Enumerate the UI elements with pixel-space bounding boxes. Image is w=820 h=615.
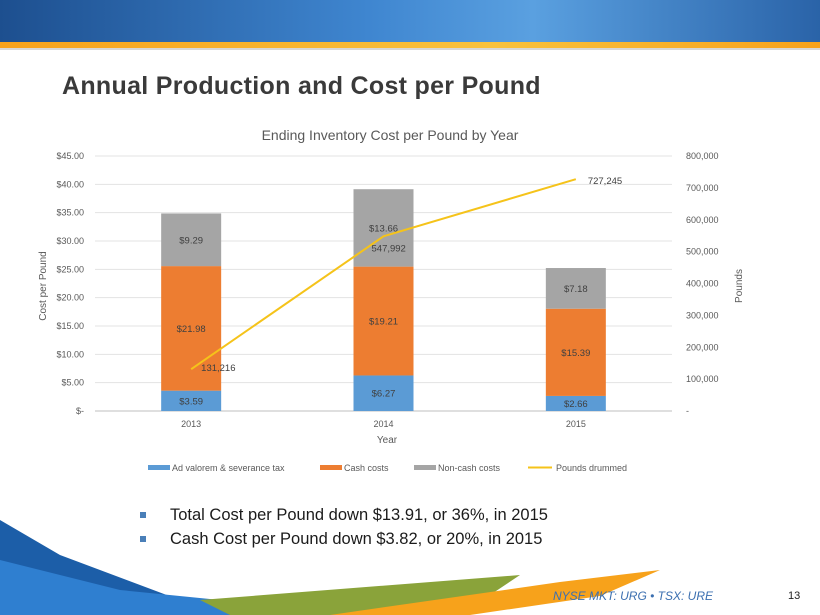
y-tick-label: $40.00 [56, 179, 84, 189]
legend-swatch [320, 465, 342, 470]
y2-tick-label: 200,000 [686, 342, 719, 352]
line-data-label: 727,245 [588, 176, 622, 187]
bar-ad-valorem [353, 375, 414, 411]
bar-ad-valorem [545, 395, 606, 411]
bar-cash-costs [353, 266, 414, 376]
data-label: $7.18 [564, 284, 588, 295]
data-label: $13.66 [369, 223, 398, 234]
bullet-list: Total Cost per Pound down $13.91, or 36%… [138, 503, 548, 551]
y-axis-label: Cost per Pound [38, 251, 49, 321]
footer-wave-lightblue [0, 560, 380, 615]
y2-tick-label: 500,000 [686, 247, 719, 257]
x-axis-label: Year [377, 435, 398, 446]
legend-label: Cash costs [344, 463, 389, 473]
x-tick-label: 2015 [566, 419, 586, 429]
header-band [0, 0, 820, 42]
y2-tick-label: 600,000 [686, 215, 719, 225]
data-label: $21.98 [177, 324, 206, 335]
bar-non-cash-costs [353, 189, 414, 267]
bullet-item: Total Cost per Pound down $13.91, or 36%… [138, 503, 548, 527]
legend-label: Non-cash costs [438, 463, 501, 473]
exchange-ticker: NYSE MKT: URG • TSX: URE [553, 589, 713, 603]
footer-wave-orange [330, 570, 660, 615]
x-tick-label: 2014 [373, 419, 393, 429]
bar-cash-costs [161, 266, 222, 391]
header-stripe [0, 42, 820, 48]
y-tick-label: $10.00 [56, 349, 84, 359]
bar-ad-valorem [161, 390, 222, 411]
bar-non-cash-costs [545, 268, 606, 309]
legend-label: Pounds drummed [556, 463, 627, 473]
y-tick-label: $30.00 [56, 236, 84, 246]
legend-label: Ad valorem & severance tax [172, 463, 285, 473]
y-tick-label: $25.00 [56, 264, 84, 274]
line-data-label: 131,216 [201, 363, 235, 374]
y-tick-label: $20.00 [56, 293, 84, 303]
x-tick-label: 2013 [181, 419, 201, 429]
y2-tick-label: 400,000 [686, 279, 719, 289]
y-tick-label: $15.00 [56, 321, 84, 331]
legend-swatch [148, 465, 170, 470]
bar-non-cash-costs [161, 213, 222, 267]
line-data-label: 547,992 [372, 243, 406, 254]
bar-cash-costs [545, 308, 606, 396]
y2-axis-label: Pounds [734, 269, 745, 303]
data-label: $2.66 [564, 399, 588, 410]
slide-title: Annual Production and Cost per Pound [62, 72, 541, 100]
bullet-marker [140, 512, 146, 518]
bullet-text: Total Cost per Pound down $13.91, or 36%… [170, 505, 548, 524]
data-label: $6.27 [372, 389, 396, 400]
y-tick-label: $35.00 [56, 208, 84, 218]
bullet-item: Cash Cost per Pound down $3.82, or 20%, … [138, 527, 548, 551]
page-number: 13 [788, 590, 801, 602]
chart-title: Ending Inventory Cost per Pound by Year [262, 127, 519, 143]
y2-tick-label: 100,000 [686, 374, 719, 384]
data-label: $9.29 [179, 235, 203, 246]
y2-tick-label: - [686, 406, 689, 416]
y-tick-label: $- [76, 406, 84, 416]
data-label: $15.39 [561, 348, 590, 359]
y-tick-label: $45.00 [56, 151, 84, 161]
line-pounds-drummed [190, 178, 577, 370]
header-divider [0, 48, 820, 50]
bullet-marker [140, 536, 146, 542]
data-label: $19.21 [369, 317, 398, 328]
bullet-text: Cash Cost per Pound down $3.82, or 20%, … [170, 529, 543, 548]
y2-tick-label: 700,000 [686, 183, 719, 193]
y2-tick-label: 300,000 [686, 310, 719, 320]
y2-tick-label: 800,000 [686, 151, 719, 161]
data-label: $3.59 [179, 396, 203, 407]
y-tick-label: $5.00 [61, 378, 84, 388]
legend-swatch [414, 465, 436, 470]
